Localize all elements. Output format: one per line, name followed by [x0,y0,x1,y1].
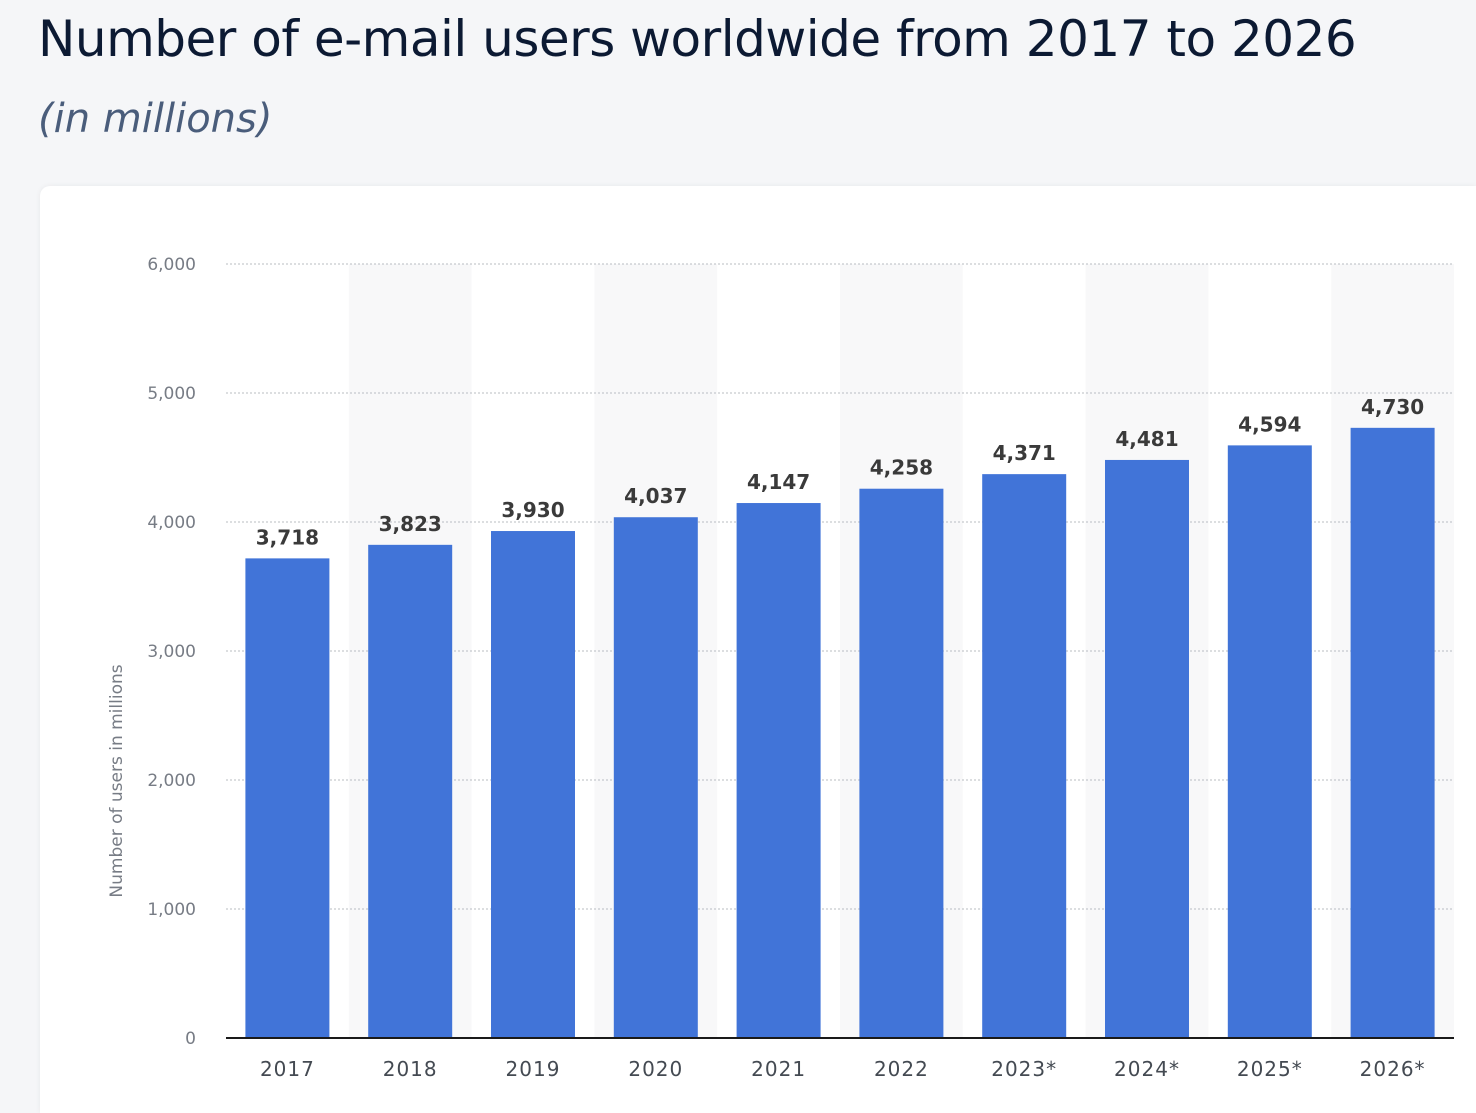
value-label-2025*: 4,594 [1238,412,1301,436]
value-label-2024*: 4,481 [1115,427,1178,451]
bar-2025* [1227,445,1312,1038]
bar-2023* [982,474,1067,1038]
x-tick-label-2022: 2022 [874,1057,929,1081]
value-label-2020: 4,037 [624,484,687,508]
x-tick-label-2024*: 2024* [1114,1057,1180,1081]
x-tick-label-2021: 2021 [751,1057,806,1081]
x-tick-label-2025*: 2025* [1237,1057,1303,1081]
x-tick-label-2023*: 2023* [991,1057,1057,1081]
value-label-2022: 4,258 [870,456,933,480]
x-tick-label-2026*: 2026* [1360,1057,1426,1081]
y-tick-label: 1,000 [147,900,196,920]
chart-card: 0 1,000 2,000 3,000 4,000 5,000 6,000 Number o… [40,186,1476,1113]
y-tick-label: 5,000 [147,384,196,404]
value-label-2023*: 4,371 [993,441,1056,465]
value-label-2018: 3,823 [379,512,442,536]
value-labels: 3,718 3,823 3,930 4,037 4,147 4,258 4,371 4,481… [256,395,1424,550]
bar-chart: 0 1,000 2,000 3,000 4,000 5,000 6,000 Number o… [107,255,1454,1081]
x-tick-label-2020: 2020 [628,1057,683,1081]
bar-2024* [1105,459,1189,1038]
bar-2020 [613,517,698,1038]
y-tick-label: 0 [185,1029,196,1049]
bar-2018 [368,544,453,1038]
bars [245,427,1435,1038]
y-tick-label: 3,000 [147,642,196,662]
x-axis-ticks: 2017 2018 2019 2020 2021 2022 2023* 2024* 2025* 2… [260,1057,1426,1081]
bar-2017 [245,558,330,1038]
value-label-2019: 3,930 [501,498,564,522]
bar-2026* [1350,427,1435,1038]
bar-2021 [736,503,821,1038]
bar-2022 [859,488,944,1038]
y-tick-label: 2,000 [147,771,196,791]
y-axis-label: Number of users in millions [107,664,127,897]
x-tick-label-2019: 2019 [506,1057,561,1081]
x-tick-label-2017: 2017 [260,1057,315,1081]
y-axis-ticks: 0 1,000 2,000 3,000 4,000 5,000 6,000 [147,255,196,1049]
y-tick-label: 6,000 [147,255,196,275]
y-tick-label: 4,000 [147,513,196,533]
chart-subtitle: (in millions) [38,96,273,142]
bar-2019 [491,531,575,1038]
value-label-2017: 3,718 [256,525,319,549]
value-label-2026*: 4,730 [1361,395,1424,419]
chart-title: Number of e-mail users worldwide from 20… [38,10,1357,68]
value-label-2021: 4,147 [747,470,810,494]
x-tick-label-2018: 2018 [383,1057,438,1081]
